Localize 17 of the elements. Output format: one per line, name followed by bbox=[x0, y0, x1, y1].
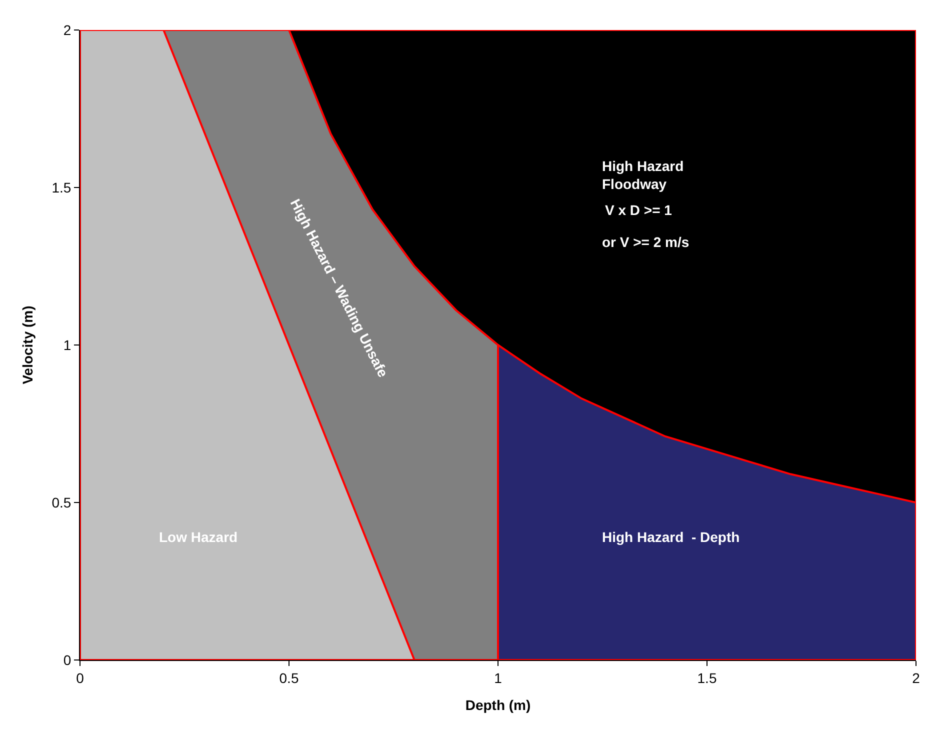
y-tick-label: 1 bbox=[63, 336, 72, 353]
annotation: V x D >= 1 bbox=[605, 202, 672, 218]
series-label: High Hazard - Depth bbox=[602, 529, 740, 545]
x-axis-title: Depth (m) bbox=[465, 697, 531, 714]
y-axis-title: Velocity (m) bbox=[19, 306, 36, 384]
x-tick-label: 1.5 bbox=[697, 670, 717, 686]
x-tick-label: 0.5 bbox=[279, 670, 299, 686]
x-tick-label: 1 bbox=[494, 670, 502, 686]
x-tick-label: 0 bbox=[76, 670, 84, 686]
y-tick-label: 0 bbox=[63, 652, 72, 668]
y-tick-label: 1.5 bbox=[52, 179, 72, 196]
annotation: or V >= 2 m/s bbox=[602, 234, 690, 250]
y-tick-label: 0.5 bbox=[52, 494, 72, 510]
series-label: Low Hazard bbox=[159, 529, 238, 545]
y-tick-label: 2 bbox=[63, 22, 72, 38]
series-label: High Hazard Floodway bbox=[602, 158, 684, 192]
x-tick-label: 2 bbox=[912, 670, 920, 686]
